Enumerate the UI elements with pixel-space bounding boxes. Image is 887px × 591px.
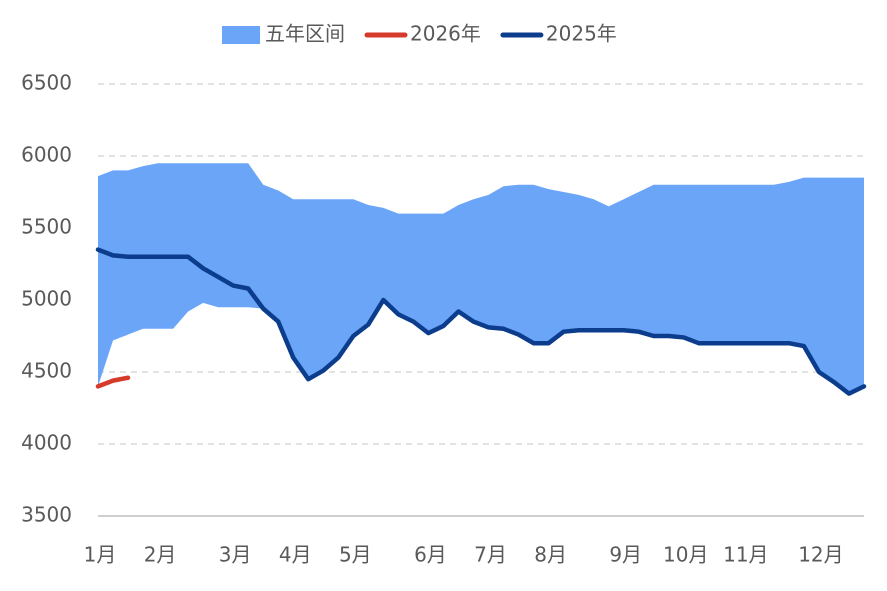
x-tick-label: 10月	[663, 543, 708, 567]
legend-label: 2025年	[546, 22, 617, 46]
legend: 五年区间 2026年 2025年	[222, 22, 617, 46]
y-tick-label: 5500	[21, 215, 72, 239]
legend-label: 2026年	[410, 22, 481, 46]
x-tick-label: 9月	[609, 543, 642, 567]
legend-label: 五年区间	[265, 22, 345, 46]
x-tick-label: 6月	[414, 543, 447, 567]
range-band	[98, 163, 864, 394]
x-tick-label: 4月	[279, 543, 312, 567]
x-tick-label: 1月	[84, 543, 117, 567]
y-tick-label: 6500	[21, 71, 72, 95]
x-tick-label: 11月	[723, 543, 768, 567]
x-tick-label: 12月	[798, 543, 843, 567]
x-tick-label: 5月	[339, 543, 372, 567]
y-tick-label: 6000	[21, 143, 72, 167]
y-tick-label: 4000	[21, 431, 72, 455]
x-tick-label: 8月	[534, 543, 567, 567]
series-line	[95, 375, 131, 389]
series-line	[95, 247, 867, 396]
y-tick-label: 3500	[21, 503, 72, 527]
x-tick-label: 2月	[144, 543, 177, 567]
y-tick-label: 5000	[21, 287, 72, 311]
x-tick-label: 7月	[474, 543, 507, 567]
legend-swatch	[222, 26, 260, 44]
x-tick-label: 3月	[219, 543, 252, 567]
y-tick-label: 4500	[21, 359, 72, 383]
